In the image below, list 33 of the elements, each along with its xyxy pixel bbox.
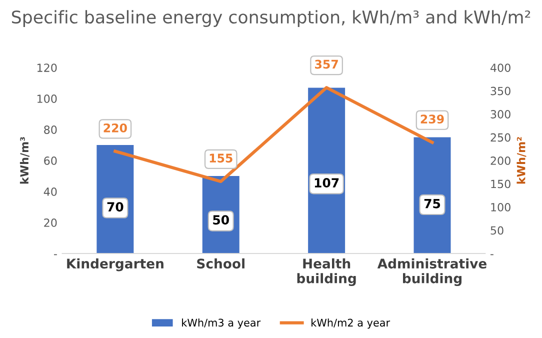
- data-label: 220: [104, 123, 127, 132]
- y-tick-label: 20: [44, 218, 57, 227]
- chart-title: Specific baseline energy consumption, kWh/m³ and kWh/m²: [12, 10, 530, 27]
- legend-label: kWh/m2 a year: [312, 318, 390, 329]
- data-label: 50: [213, 215, 229, 225]
- y-tick-label: 40: [44, 188, 57, 196]
- y-axis-title: kWh/m³: [20, 137, 30, 184]
- x-tick-label: Administrative building: [377, 258, 487, 286]
- y2-tick-label: -: [490, 254, 494, 256]
- data-label: 70: [107, 202, 124, 212]
- y2-tick-label: 400: [490, 64, 510, 72]
- y-tick-label: 60: [44, 156, 57, 165]
- y2-tick-label: 300: [490, 110, 510, 118]
- data-label: 75: [424, 199, 440, 208]
- legend-label: kWh/m3 a year: [182, 318, 261, 329]
- y2-tick-label: 250: [490, 133, 510, 142]
- data-label: 107: [314, 178, 339, 188]
- y-tick-label: 120: [37, 64, 57, 72]
- y2-axis-title: kWh/m²: [516, 137, 526, 184]
- y2-tick-label: 50: [490, 226, 504, 235]
- y2-tick-label: 100: [491, 203, 510, 212]
- x-tick-label: School: [197, 258, 244, 269]
- x-tick-label: Health building: [297, 258, 356, 286]
- y-tick-label: 80: [44, 126, 57, 134]
- x-tick-label: Kindergarten: [67, 258, 164, 272]
- y2-tick-label: 350: [490, 86, 510, 96]
- data-label: 155: [210, 154, 232, 163]
- y2-tick-label: 200: [490, 156, 510, 165]
- y-tick-label: -: [54, 254, 57, 256]
- data-label: 357: [315, 60, 338, 69]
- y-tick-label: 100: [37, 94, 57, 103]
- data-label: 239: [420, 114, 444, 124]
- y2-tick-label: 150: [491, 180, 510, 188]
